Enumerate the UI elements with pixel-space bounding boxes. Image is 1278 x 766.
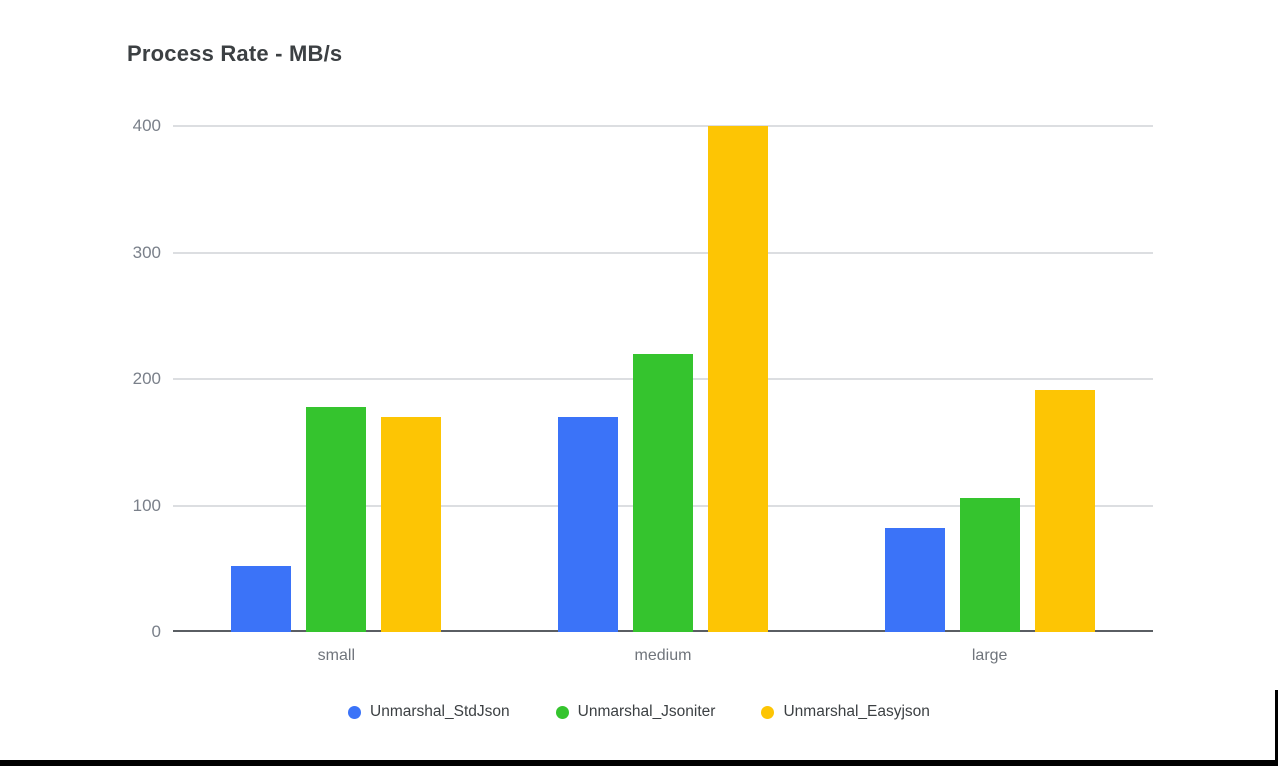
gridline-400 xyxy=(173,125,1153,127)
gridline-300 xyxy=(173,251,1153,254)
bar-Unmarshal_Jsoniter-small xyxy=(306,406,367,632)
bar-Unmarshal_Easyjson-medium xyxy=(708,126,768,632)
plot-area xyxy=(173,125,1153,632)
y-tick-label-100: 100 xyxy=(132,495,161,515)
legend-dot-icon xyxy=(348,705,362,719)
y-tick-label-200: 200 xyxy=(132,369,161,388)
bar-Unmarshal_StdJson-medium xyxy=(558,416,618,632)
window-edge-right xyxy=(1275,690,1278,766)
legend-label: Unmarshal_Jsoniter xyxy=(577,703,716,720)
x-tick-label-small: small xyxy=(317,647,355,664)
legend: Unmarshal_StdJson Unmarshal_Jsoniter Unmar… xyxy=(0,703,1278,721)
y-tick-label-300: 300 xyxy=(132,242,161,262)
bar-Unmarshal_StdJson-small xyxy=(231,566,292,632)
legend-dot-icon xyxy=(555,705,569,719)
x-tick-label-large: large xyxy=(971,647,1008,664)
x-tick-label-medium: medium xyxy=(634,647,692,664)
bar-Unmarshal_Jsoniter-large xyxy=(959,497,1020,632)
bar-Unmarshal_Easyjson-small xyxy=(381,416,442,632)
bar-Unmarshal_Easyjson-large xyxy=(1034,390,1095,632)
legend-item-Unmarshal_Jsoniter[interactable]: Unmarshal_Jsoniter xyxy=(555,703,716,721)
y-tick-label-400: 400 xyxy=(132,116,161,135)
chart-title: Process Rate - MB/s xyxy=(127,41,343,66)
legend-label: Unmarshal_StdJson xyxy=(370,703,510,720)
legend-item-Unmarshal_StdJson[interactable]: Unmarshal_StdJson xyxy=(348,703,510,721)
legend-item-Unmarshal_Easyjson[interactable]: Unmarshal_Easyjson xyxy=(761,703,930,721)
y-tick-label-0: 0 xyxy=(151,622,161,641)
window-edge-bottom xyxy=(0,760,1278,766)
legend-label: Unmarshal_Easyjson xyxy=(783,703,930,720)
bar-Unmarshal_Jsoniter-medium xyxy=(633,353,693,632)
bar-Unmarshal_StdJson-large xyxy=(884,528,945,632)
legend-dot-icon xyxy=(761,705,775,719)
